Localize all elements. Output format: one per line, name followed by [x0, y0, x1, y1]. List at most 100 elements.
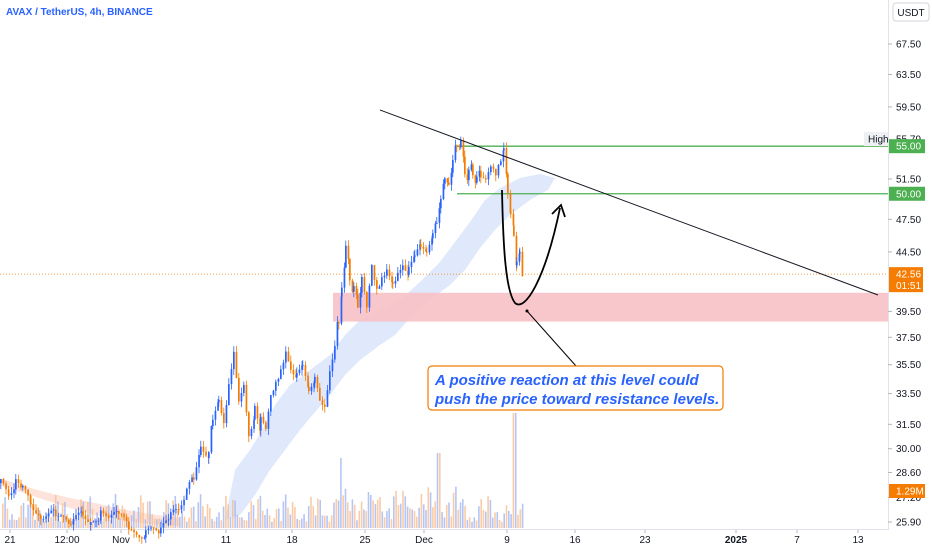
- volume-bar: [15, 520, 18, 528]
- x-tick-label: 21: [4, 535, 16, 546]
- candle-body: [22, 485, 24, 488]
- volume-bar: [273, 518, 275, 528]
- volume-bar: [482, 509, 485, 528]
- volume-bar: [114, 494, 117, 528]
- candle-body: [240, 393, 243, 402]
- candle-body: [72, 519, 75, 525]
- candle-body: [143, 537, 146, 539]
- volume-bar: [282, 501, 285, 528]
- volume-bar: [227, 504, 229, 528]
- current-price-text: 42.56: [896, 270, 921, 281]
- candle-body: [310, 386, 313, 392]
- candle-body: [419, 244, 421, 250]
- candle-body: [287, 351, 290, 362]
- candle-body: [50, 510, 53, 514]
- volume-bar: [305, 521, 308, 528]
- volume-bar: [363, 509, 365, 528]
- candle-body: [138, 534, 141, 538]
- candle-body: [397, 272, 399, 281]
- volume-bar: [52, 507, 55, 528]
- volume-bar: [498, 519, 501, 528]
- volume-bar: [4, 497, 6, 528]
- volume-bar: [445, 505, 448, 528]
- annotation-line: A positive reaction at this level could: [434, 372, 700, 389]
- candle-body: [57, 515, 60, 517]
- countdown-text: 01:51: [896, 281, 921, 292]
- candle-body: [100, 510, 102, 521]
- candle-body: [37, 513, 40, 516]
- candle-body: [487, 171, 490, 180]
- candle-body: [343, 267, 346, 288]
- candle-body: [167, 519, 170, 521]
- candle-body: [243, 384, 245, 394]
- candle-body: [319, 387, 321, 401]
- volume-bar: [245, 520, 248, 528]
- volume-bar: [41, 519, 43, 528]
- candle-body: [267, 411, 270, 429]
- annotation[interactable]: A positive reaction at this level could p…: [427, 365, 724, 411]
- volume-bar: [294, 506, 296, 528]
- volume-bar: [163, 512, 165, 528]
- volume-bar: [514, 413, 517, 528]
- candle-body: [490, 166, 492, 172]
- candle-body: [70, 523, 72, 525]
- volume-bar: [188, 517, 190, 528]
- candle-body: [2, 479, 5, 484]
- candle-body: [53, 509, 55, 511]
- volume-bar: [27, 504, 29, 528]
- high-label-text: High: [868, 135, 889, 146]
- volume-bar: [165, 500, 167, 528]
- candle-body: [383, 275, 386, 278]
- volume-bar: [232, 499, 234, 528]
- candle-body: [178, 509, 180, 511]
- candle-body: [521, 251, 524, 277]
- candle-body: [509, 193, 512, 213]
- candle-body: [331, 359, 334, 372]
- candle-body: [95, 521, 97, 523]
- candle-body: [340, 296, 343, 324]
- candle-body: [329, 371, 331, 391]
- svg-text:USDT: USDT: [897, 8, 924, 19]
- volume-bar: [501, 521, 503, 528]
- volume-bar: [117, 504, 119, 528]
- high-label-bg: [864, 132, 888, 147]
- volume-bar: [303, 514, 305, 528]
- candle-body: [205, 451, 207, 456]
- currency-button[interactable]: USDT: [892, 2, 930, 22]
- volume-bar: [220, 520, 223, 528]
- price-axis[interactable]: [888, 0, 932, 530]
- volume-bar: [34, 520, 36, 528]
- volume-bar: [485, 511, 487, 528]
- x-tick-label: 7: [794, 535, 800, 546]
- y-tick-label: 63.50: [896, 70, 921, 81]
- volume-bar: [275, 509, 278, 528]
- volume-bar: [218, 512, 220, 528]
- candle-body: [235, 351, 238, 378]
- volume-bar: [176, 509, 179, 528]
- volume-bar: [179, 516, 181, 528]
- candle-body: [478, 170, 481, 177]
- candle-body: [35, 509, 37, 514]
- volume-bar: [234, 500, 236, 528]
- candle-body: [8, 495, 10, 496]
- volume-bar: [8, 519, 11, 528]
- candle-body: [296, 372, 298, 378]
- volume-bar: [291, 502, 294, 528]
- candle-body: [277, 378, 280, 382]
- y-tick-label: 30.00: [896, 444, 921, 455]
- volume-bar: [489, 499, 492, 528]
- volume-bar: [455, 486, 457, 528]
- y-tick-label: 28.60: [896, 468, 921, 479]
- volume-bar: [238, 517, 241, 528]
- volume-bar: [310, 496, 312, 528]
- candle-body: [80, 511, 83, 513]
- volume-bar: [381, 511, 384, 528]
- candle-body: [65, 516, 68, 520]
- volume-bar: [365, 511, 367, 528]
- volume-bar: [328, 521, 331, 528]
- volume-bar: [96, 512, 98, 528]
- volume-bar: [353, 504, 356, 528]
- volume-bar: [418, 507, 420, 528]
